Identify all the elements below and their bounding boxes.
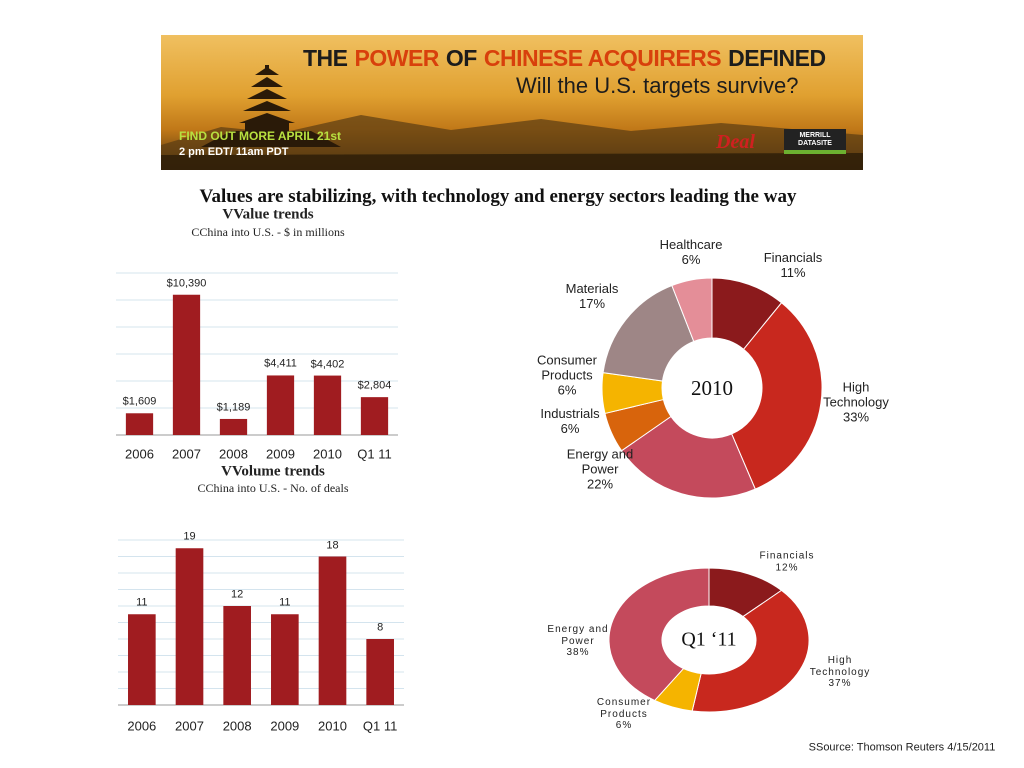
slice-name: High Technology [823, 379, 889, 410]
chart-title: VVolume trends [221, 463, 325, 480]
banner: THE POWER OF CHINESE ACQUIRERS DEFINED Will … [161, 35, 863, 170]
bar [175, 548, 204, 705]
slice-value: 37% [828, 677, 852, 689]
x-tick-label: 2007 [172, 446, 201, 462]
headline-word: DEFINED [728, 45, 826, 71]
data-label: 11 [136, 596, 148, 609]
x-tick-label: Q1 11 [362, 718, 398, 734]
deal-logo: Deal [716, 131, 755, 153]
banner-subhead: Will the U.S. targets survive? [516, 73, 799, 98]
slice-label: High Technology 37% [800, 655, 880, 690]
slice-name: Healthcare [659, 237, 723, 253]
bar [366, 639, 394, 705]
headline-word: OF [445, 45, 477, 71]
slice-name: Industrials [540, 406, 600, 422]
source: SSource: Thomson Reuters 4/15/2011 [808, 741, 996, 754]
slice-label: Materials 17% [547, 281, 637, 312]
data-label: $1,609 [122, 395, 157, 408]
bar [125, 413, 154, 435]
slice-value: 6% [557, 382, 577, 398]
slice-value: 6% [560, 421, 580, 436]
slice-name: Energy and Power [566, 446, 634, 477]
slice-value: 12% [775, 562, 799, 573]
slice-value: 11% [780, 265, 806, 280]
donut-slice [608, 567, 710, 702]
slice-name: Consumer Products [537, 352, 597, 383]
bar [318, 556, 347, 705]
bar [360, 397, 389, 435]
banner-art [161, 65, 863, 170]
x-tick-label: 2010 [318, 718, 347, 734]
x-tick-label: 2007 [175, 718, 204, 734]
slice-label: Energy and Power 38% [543, 624, 613, 659]
x-tick-label: 2010 [313, 446, 342, 462]
data-label: $1,189 [216, 401, 251, 414]
slice-label: Financials 11% [748, 250, 838, 281]
data-label: 12 [231, 588, 244, 601]
slice-name: Consumer Products [596, 696, 652, 720]
chart-subtitle: CChina into U.S. - $ in millions [191, 225, 345, 240]
x-tick-label: 2009 [266, 446, 295, 462]
slice-name: Materials [565, 281, 619, 297]
donut-slice [602, 284, 695, 382]
center-label: 2010 [691, 375, 733, 400]
banner-time: 2 pm EDT/ 11am PDT [179, 146, 289, 158]
slice-name: High Technology [809, 654, 871, 678]
slice-value: 17% [578, 296, 606, 311]
bar [271, 614, 299, 705]
data-label: $4,402 [310, 358, 345, 371]
slice-label: Consumer Products 6% [584, 697, 664, 732]
data-label: 8 [377, 621, 384, 634]
slice-label: Energy and Power 22% [555, 446, 645, 493]
center-label: Q1 ‘11 [681, 628, 737, 651]
slice-value: 22% [586, 476, 614, 492]
donut-slice [731, 302, 823, 490]
headline-word: POWER [354, 45, 440, 71]
merrill-logo: MERRILL DATASITE [784, 129, 846, 155]
chart-title: VValue trends [222, 206, 314, 223]
bar [219, 418, 248, 435]
x-tick-label: 2006 [127, 718, 157, 734]
slide-title: Values are stabilizing, with technology … [199, 186, 797, 208]
slice-name: Financials [759, 550, 815, 562]
headline-word: CHINESE ACQUIRERS [483, 45, 722, 71]
data-label: $10,390 [166, 277, 207, 290]
data-label: 19 [183, 530, 196, 543]
slice-value: 33% [842, 409, 870, 425]
data-label: 18 [326, 539, 339, 552]
slice-label: Consumer Products 6% [527, 352, 607, 399]
slice-value: 6% [681, 252, 701, 267]
donut-slice [691, 589, 810, 713]
banner-cta: FIND OUT MORE APRIL 21st [179, 129, 342, 143]
slice-value: 38% [566, 646, 590, 658]
x-tick-label: 2006 [125, 446, 154, 462]
banner-headline: THE POWER OF CHINESE ACQUIRERS DEFINED [303, 45, 833, 72]
slice-name: Financials [763, 250, 823, 266]
data-label: $4,411 [264, 358, 297, 371]
slice-label: Industrials 6% [525, 406, 615, 437]
slice-label: Financials 12% [737, 551, 837, 574]
data-label: 11 [279, 596, 291, 609]
slice-value: 6% [615, 719, 633, 731]
bar [266, 375, 295, 435]
slice-label: Healthcare 6% [646, 237, 736, 268]
donut-slice [620, 415, 756, 499]
donut-slice [671, 277, 713, 343]
data-label: $2,804 [357, 379, 392, 392]
x-tick-label: 2008 [222, 718, 252, 734]
bar [223, 606, 251, 705]
chart-subtitle: CChina into U.S. - No. of deals [197, 481, 349, 496]
x-tick-label: 2008 [219, 446, 248, 462]
slice-name: Energy and Power [547, 623, 609, 647]
x-tick-label: Q1 11 [357, 446, 392, 462]
headline-word: THE [303, 45, 348, 71]
bar [128, 614, 156, 705]
x-tick-label: 2009 [270, 718, 300, 734]
slice-label: High Technology 33% [816, 379, 896, 426]
bar [313, 375, 342, 435]
bar [172, 294, 201, 435]
